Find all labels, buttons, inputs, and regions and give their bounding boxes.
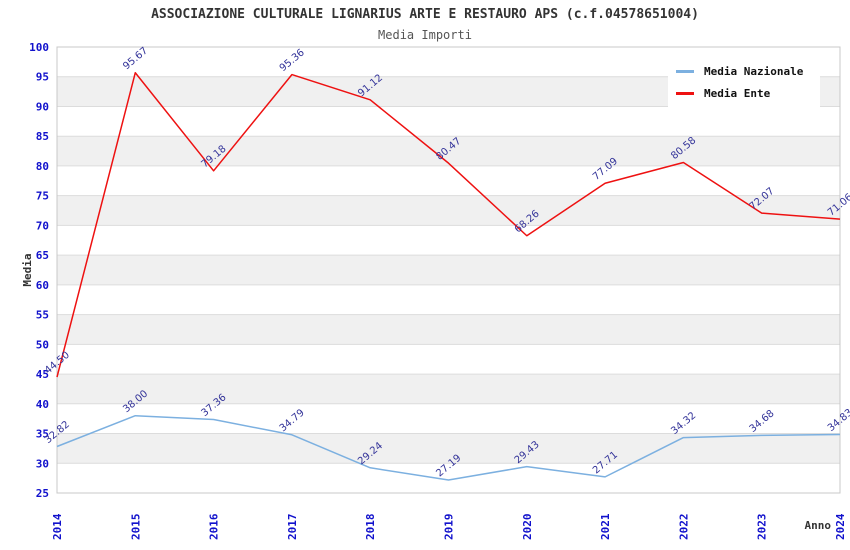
y-tick-label: 40	[36, 398, 49, 411]
plot-band	[57, 314, 840, 345]
x-tick-label: 2024	[834, 513, 847, 540]
series-line-media-ente	[56, 71, 841, 378]
legend-label-media-nazionale: Media Nazionale	[704, 64, 804, 78]
x-axis-title: Anno	[805, 519, 832, 532]
plot-band	[57, 433, 840, 464]
y-tick-label: 100	[29, 41, 49, 54]
x-tick-label: 2022	[677, 514, 690, 541]
data-point-label: 34.83	[826, 407, 850, 434]
y-tick-label: 35	[36, 428, 49, 441]
y-tick-label: 80	[36, 160, 49, 173]
chart-legend: Media Nazionale Media Ente	[668, 56, 820, 108]
x-tick-label: 2016	[208, 513, 221, 540]
x-tick-label: 2021	[599, 513, 612, 540]
x-tick-label: 2018	[364, 514, 377, 541]
x-tick-label: 2019	[443, 514, 456, 541]
y-tick-label: 25	[36, 487, 49, 500]
y-tick-label: 55	[36, 309, 49, 322]
y-tick-label: 85	[36, 130, 49, 143]
legend-item-media-nazionale[interactable]: Media Nazionale	[676, 60, 820, 82]
chart-title: ASSOCIAZIONE CULTURALE LIGNARIUS ARTE E …	[151, 7, 699, 22]
chart-subtitle: Media Importi	[378, 28, 472, 42]
x-tick-label: 2017	[286, 514, 299, 541]
x-tick-label: 2015	[129, 514, 142, 541]
y-axis-title: Media	[21, 253, 34, 286]
y-tick-label: 75	[36, 190, 49, 203]
y-tick-label: 60	[36, 279, 49, 292]
series-line-media-nazionale	[56, 414, 841, 481]
y-tick-label: 70	[36, 219, 49, 232]
plot-band	[57, 195, 840, 226]
y-tick-label: 45	[36, 368, 49, 381]
data-point-label: 95.67	[121, 45, 150, 72]
plot-border	[56, 46, 841, 494]
x-tick-label: 2023	[756, 514, 769, 541]
legend-swatch-nazionale-icon	[676, 69, 694, 73]
plot-band	[57, 136, 840, 166]
data-point-label: 34.79	[278, 407, 307, 434]
y-tick-label: 30	[36, 457, 49, 470]
y-tick-label: 90	[36, 100, 49, 113]
y-tick-label: 50	[36, 338, 49, 351]
data-point-label: 34.68	[748, 408, 777, 435]
x-tick-label: 2020	[521, 514, 534, 541]
y-tick-label: 65	[36, 249, 49, 262]
x-tick-label: 2014	[51, 513, 64, 540]
plot-band	[57, 255, 840, 285]
plot-band	[57, 374, 840, 404]
legend-swatch-ente-icon	[676, 91, 694, 95]
legend-item-media-ente[interactable]: Media Ente	[676, 82, 820, 104]
data-point-label: 95.36	[278, 47, 307, 74]
legend-label-media-ente: Media Ente	[704, 86, 771, 100]
y-tick-label: 95	[36, 71, 49, 84]
